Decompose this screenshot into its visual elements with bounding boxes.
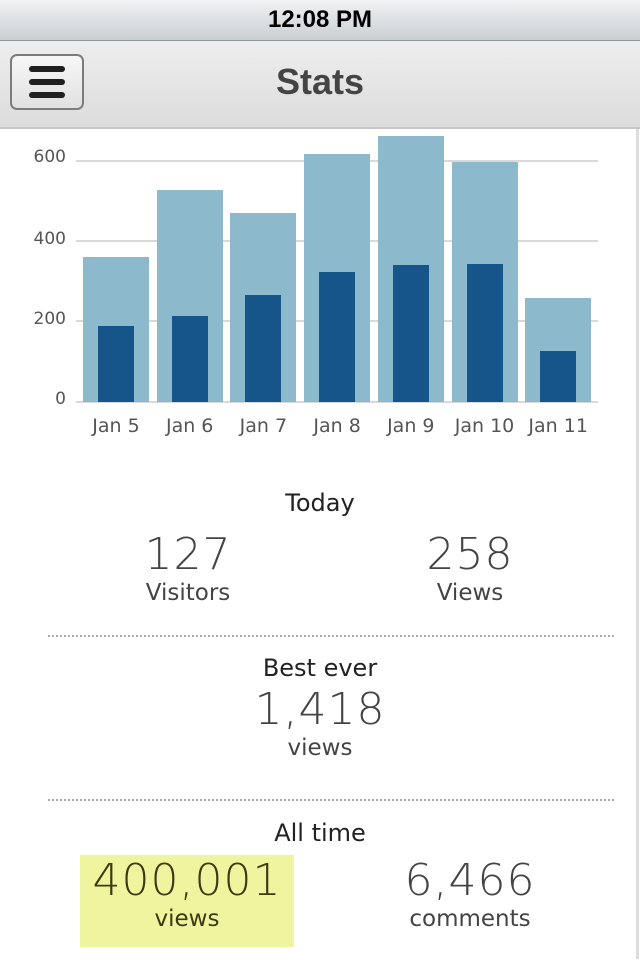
today-views-label: Views — [436, 580, 504, 606]
today-visitors-label: Visitors — [145, 580, 231, 606]
section-divider — [48, 635, 614, 637]
x-tick-label: Jan 8 — [313, 415, 361, 437]
all-time-title: All time — [274, 819, 366, 847]
menu-button[interactable] — [10, 54, 84, 110]
status-time: 12:08 PM — [267, 6, 373, 33]
y-tick-label: 400 — [33, 229, 66, 249]
status-bar: 12:08 PM — [0, 0, 640, 41]
visitors-bar[interactable] — [466, 263, 503, 402]
x-tick-label: Jan 6 — [165, 415, 214, 437]
all-time-comments-value: 6,466 — [404, 855, 536, 906]
best-ever-value: 1,418 — [254, 684, 386, 735]
visitors-bar[interactable] — [540, 350, 577, 402]
best-ever-section: Best ever 1,418 views — [0, 654, 640, 761]
x-tick-label: Jan 5 — [92, 415, 140, 437]
all-time-views-stat: 400,001 views — [80, 855, 294, 947]
x-tick-label: Jan 9 — [387, 415, 435, 437]
hamburger-menu-icon — [29, 66, 65, 72]
visitors-bar[interactable] — [245, 295, 282, 402]
y-tick-label: 600 — [33, 147, 66, 167]
x-tick-label: Jan 11 — [528, 415, 588, 437]
today-section: Today — [0, 489, 640, 517]
hamburger-menu-icon — [29, 79, 65, 85]
x-axis-line — [76, 401, 598, 403]
all-time-views-value: 400,001 — [92, 855, 282, 906]
x-tick-label: Jan 10 — [454, 415, 515, 437]
all-time-comments-stat: 6,466 comments — [370, 855, 570, 932]
page-title: Stats — [275, 61, 365, 102]
today-visitors-stat: 127 Visitors — [88, 529, 288, 606]
y-tick-label: 200 — [33, 309, 66, 329]
visitors-bar[interactable] — [171, 316, 208, 402]
section-divider — [48, 799, 614, 801]
x-tick-label: Jan 7 — [239, 415, 288, 437]
views-visitors-chart: 600 400 200 0 Jan 5 Jan 6 Jan 7 Jan 8 Jan 9 J… — [0, 129, 636, 469]
today-title: Today — [285, 489, 355, 517]
all-time-section: All time — [0, 819, 640, 847]
all-time-views-label: views — [154, 906, 220, 932]
y-tick-label: 0 — [55, 389, 66, 409]
today-views-stat: 258 Views — [370, 529, 570, 606]
visitors-bar[interactable] — [98, 326, 134, 402]
best-ever-label: views — [287, 735, 353, 761]
today-visitors-value: 127 — [144, 529, 232, 580]
nav-bar: Stats — [0, 41, 640, 129]
all-time-comments-label: comments — [409, 906, 531, 932]
today-views-value: 258 — [426, 529, 514, 580]
hamburger-menu-icon — [29, 92, 65, 98]
stats-content: 600 400 200 0 Jan 5 Jan 6 Jan 7 Jan 8 Jan 9 J… — [0, 129, 639, 959]
visitors-bar[interactable] — [392, 265, 429, 402]
visitors-bar[interactable] — [319, 271, 356, 402]
best-ever-title: Best ever — [262, 654, 378, 682]
